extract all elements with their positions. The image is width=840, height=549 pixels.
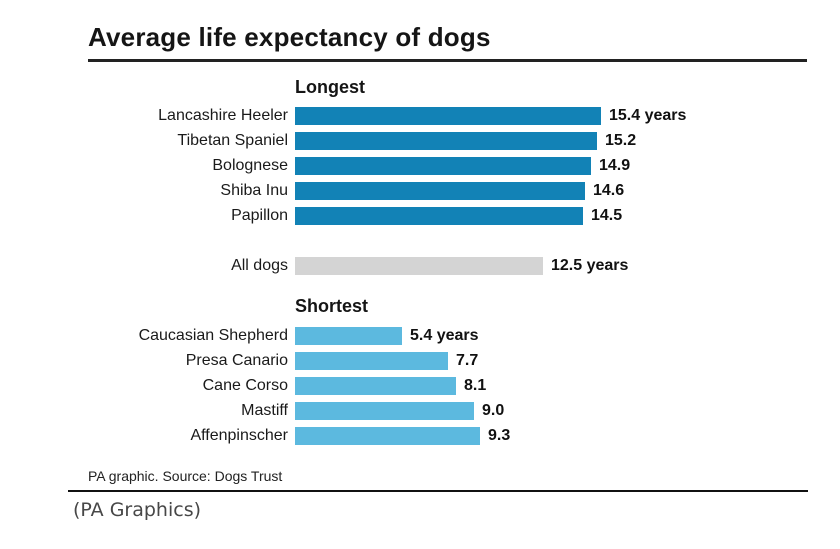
- bar-value: 8.1: [464, 376, 487, 394]
- bar-row: Presa Canario 7.7: [0, 348, 840, 373]
- bar: [295, 206, 583, 225]
- bar: [295, 156, 591, 175]
- bar-row: Mastiff 9.0: [0, 398, 840, 423]
- bar-row: Caucasian Shepherd 5.4 years: [0, 323, 840, 348]
- bar-label: Shiba Inu: [220, 182, 288, 199]
- bar-label: Cane Corso: [202, 377, 288, 394]
- bar-label: Mastiff: [241, 402, 288, 419]
- bar-row: Cane Corso 8.1: [0, 373, 840, 398]
- bar-value: 14.9: [599, 156, 631, 174]
- source-note: PA graphic. Source: Dogs Trust: [88, 468, 283, 484]
- bar-value: 9.0: [482, 401, 505, 419]
- section-rows-alldogs: All dogs 12.5 years: [0, 253, 840, 278]
- bar-row: Shiba Inu 14.6: [0, 178, 840, 203]
- bar-value: 14.5: [591, 206, 623, 224]
- bar-label: All dogs: [231, 257, 288, 274]
- bar: [295, 131, 597, 150]
- bar-chart: Longest Lancashire Heeler 15.4 years Tibeta…: [0, 77, 840, 448]
- bar-label: Bolognese: [212, 157, 288, 174]
- bar-row: Tibetan Spaniel 15.2: [0, 128, 840, 153]
- pa-dog-life-expectancy-graphic: Average life expectancy of dogs Longest L…: [0, 22, 840, 549]
- bar-value: 7.7: [456, 351, 479, 369]
- bar-value: 9.3: [488, 426, 511, 444]
- chart-title: Average life expectancy of dogs: [88, 22, 491, 52]
- bar: [295, 351, 448, 370]
- caption: (PA Graphics): [73, 499, 202, 521]
- section-rows-longest: Lancashire Heeler 15.4 years Tibetan Spani…: [0, 103, 840, 228]
- bar-value: 5.4 years: [410, 326, 479, 344]
- bar: [295, 326, 402, 345]
- bar-label: Affenpinscher: [190, 427, 288, 444]
- section-rows-shortest: Caucasian Shepherd 5.4 years Presa Canario…: [0, 323, 840, 448]
- bar-row: Papillon 14.5: [0, 203, 840, 228]
- bar-value: 12.5 years: [551, 256, 629, 274]
- bar: [295, 106, 601, 125]
- bar: [295, 376, 456, 395]
- bar-label: Papillon: [231, 207, 288, 224]
- bar-row: Lancashire Heeler 15.4 years: [0, 103, 840, 128]
- bar-row: Affenpinscher 9.3: [0, 423, 840, 448]
- section-header-longest: Longest: [295, 77, 365, 97]
- bar: [295, 181, 585, 200]
- bar: [295, 256, 543, 275]
- title-underline: [88, 59, 807, 62]
- bar-row: Bolognese 14.9: [0, 153, 840, 178]
- bar: [295, 426, 480, 445]
- bar-value: 15.4 years: [609, 106, 687, 124]
- bar-label: Tibetan Spaniel: [177, 132, 288, 149]
- bar-row: All dogs 12.5 years: [0, 253, 840, 278]
- bar-label: Lancashire Heeler: [158, 107, 288, 124]
- section-header-shortest: Shortest: [295, 296, 369, 316]
- bar-label: Presa Canario: [185, 352, 288, 369]
- bar: [295, 401, 474, 420]
- bar-value: 15.2: [605, 131, 637, 149]
- bar-value: 14.6: [593, 181, 625, 199]
- bar-label: Caucasian Shepherd: [138, 327, 288, 344]
- footer-rule: [68, 490, 808, 492]
